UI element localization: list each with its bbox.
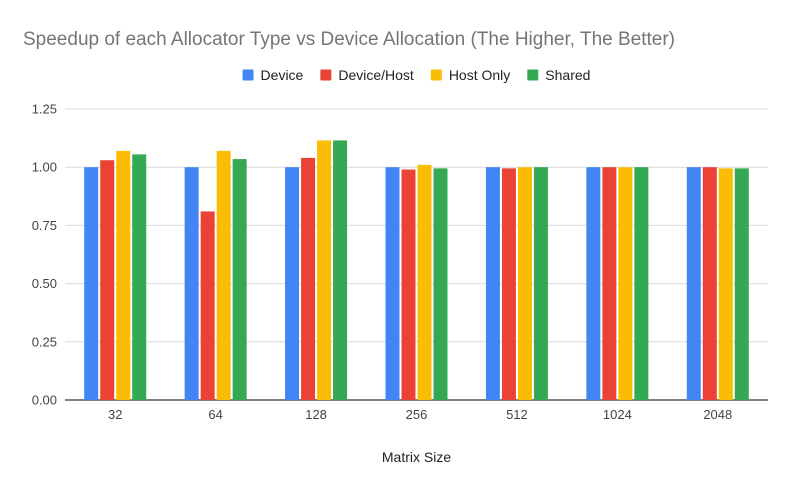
bar-host-only-1024 (618, 167, 633, 400)
x-tick-label: 256 (406, 407, 428, 422)
legend: Device Device/Host Host Only Shared (242, 67, 590, 83)
legend-item-shared: Shared (527, 67, 590, 83)
y-tick-label: 0.00 (32, 393, 57, 408)
legend-label: Shared (545, 67, 590, 83)
bar-device-32 (84, 167, 99, 400)
legend-label: Device (261, 67, 304, 83)
bar-host-only-64 (216, 150, 231, 400)
x-tick-label: 64 (208, 407, 222, 422)
bar-device-host-256 (401, 169, 416, 400)
legend-item-device-host: Device/Host (320, 67, 414, 83)
bar-host-only-128 (317, 140, 332, 401)
bar-host-only-512 (517, 167, 532, 400)
legend-item-host-only: Host Only (430, 67, 510, 83)
bars (84, 140, 749, 401)
x-tick-label: 1024 (603, 407, 632, 422)
bar-device-host-128 (301, 157, 316, 400)
x-tick-label: 32 (108, 407, 122, 422)
bar-shared-2048 (734, 168, 749, 400)
x-axis-title: Matrix Size (382, 449, 451, 465)
y-tick-label: 1.25 (32, 102, 57, 117)
bar-shared-128 (333, 140, 348, 401)
bar-device-64 (184, 167, 199, 400)
bar-host-only-256 (417, 164, 432, 400)
bar-shared-1024 (634, 167, 649, 400)
bar-device-256 (385, 167, 400, 400)
x-tick-label: 512 (506, 407, 528, 422)
bar-device-host-512 (501, 168, 516, 400)
x-tick-label: 2048 (703, 407, 732, 422)
bar-shared-512 (533, 167, 548, 400)
bar-device-2048 (686, 167, 701, 400)
chart-title: Speedup of each Allocator Type vs Device… (23, 29, 675, 50)
legend-swatch (320, 69, 332, 81)
legend-swatch (430, 69, 442, 81)
legend-swatch (527, 69, 539, 81)
x-axis-ticks: 32 64 128 256 512 1024 2048 (108, 407, 732, 422)
bar-device-host-64 (200, 211, 215, 400)
bar-device-512 (485, 167, 500, 400)
bar-host-only-2048 (718, 168, 733, 400)
bar-device-128 (285, 167, 300, 400)
bar-host-only-32 (116, 150, 131, 400)
bar-device-host-2048 (702, 167, 717, 400)
y-tick-label: 0.50 (32, 276, 57, 291)
bar-shared-256 (433, 168, 448, 400)
legend-label: Device/Host (338, 67, 414, 83)
y-tick-label: 0.25 (32, 334, 57, 349)
y-tick-label: 1.00 (32, 160, 57, 175)
y-tick-label: 0.75 (32, 218, 57, 233)
gridlines (65, 108, 768, 401)
bar-device-host-32 (100, 160, 115, 400)
bar-device-1024 (586, 167, 601, 400)
legend-item-device: Device (242, 67, 304, 83)
bar-shared-32 (132, 154, 147, 400)
legend-label: Host Only (449, 67, 510, 83)
bar-shared-64 (232, 159, 247, 400)
legend-swatch (242, 69, 254, 81)
x-tick-label: 128 (305, 407, 327, 422)
y-axis-ticks: 0.00 0.25 0.50 0.75 1.00 1.25 (32, 102, 57, 408)
bar-device-host-1024 (602, 167, 617, 400)
